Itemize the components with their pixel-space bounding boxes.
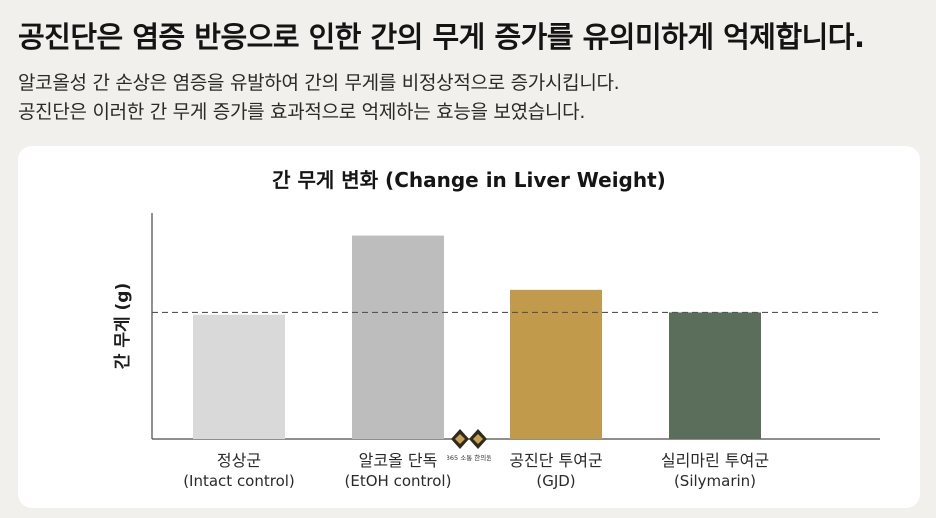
category-sublabel-2: (EtOH control) (345, 472, 452, 490)
description-line-1: 알코올성 간 손상은 염증을 유발하여 간의 무게를 비정상적으로 증가시킵니다… (18, 72, 620, 94)
category-sublabel-3: (GJD) (536, 472, 575, 490)
page-headline: 공진단은 염증 반응으로 인한 간의 무게 증가를 유의미하게 억제합니다. (18, 20, 865, 54)
category-label-3: 공진단 투여군 (509, 451, 602, 470)
clinic-logo: 365 소통 한의원 (446, 426, 492, 466)
chart-card: 간 무게 변화 (Change in Liver Weight) 간 무게 (g… (18, 146, 920, 508)
category-labels: 정상군 (Intact control) 알코올 단독 (EtOH control) 공… (183, 451, 769, 490)
category-label-1: 정상군 (217, 451, 261, 470)
bar-3 (510, 289, 602, 439)
liver-weight-bar-chart: 간 무게 (g) 정상군 (Intact control) 알코올 단독 (EtOH … (113, 213, 880, 490)
logo-text: 365 소통 한의원 (447, 453, 491, 462)
bar-2 (352, 235, 444, 439)
bar-4 (669, 312, 761, 439)
description-line-2: 공진단은 이러한 간 무게 증가를 효과적으로 억제하는 효능을 보였습니다. (18, 101, 586, 123)
category-sublabel-4: (Silymarin) (674, 472, 756, 490)
category-label-4: 실리마린 투여군 (661, 451, 769, 470)
y-axis-label: 간 무게 (g) (113, 283, 133, 369)
category-sublabel-1: (Intact control) (183, 472, 295, 490)
bar-group (193, 235, 761, 439)
category-label-2: 알코올 단독 (359, 451, 438, 470)
chart-title: 간 무게 변화 (Change in Liver Weight) (272, 168, 666, 192)
bar-1 (193, 314, 285, 439)
